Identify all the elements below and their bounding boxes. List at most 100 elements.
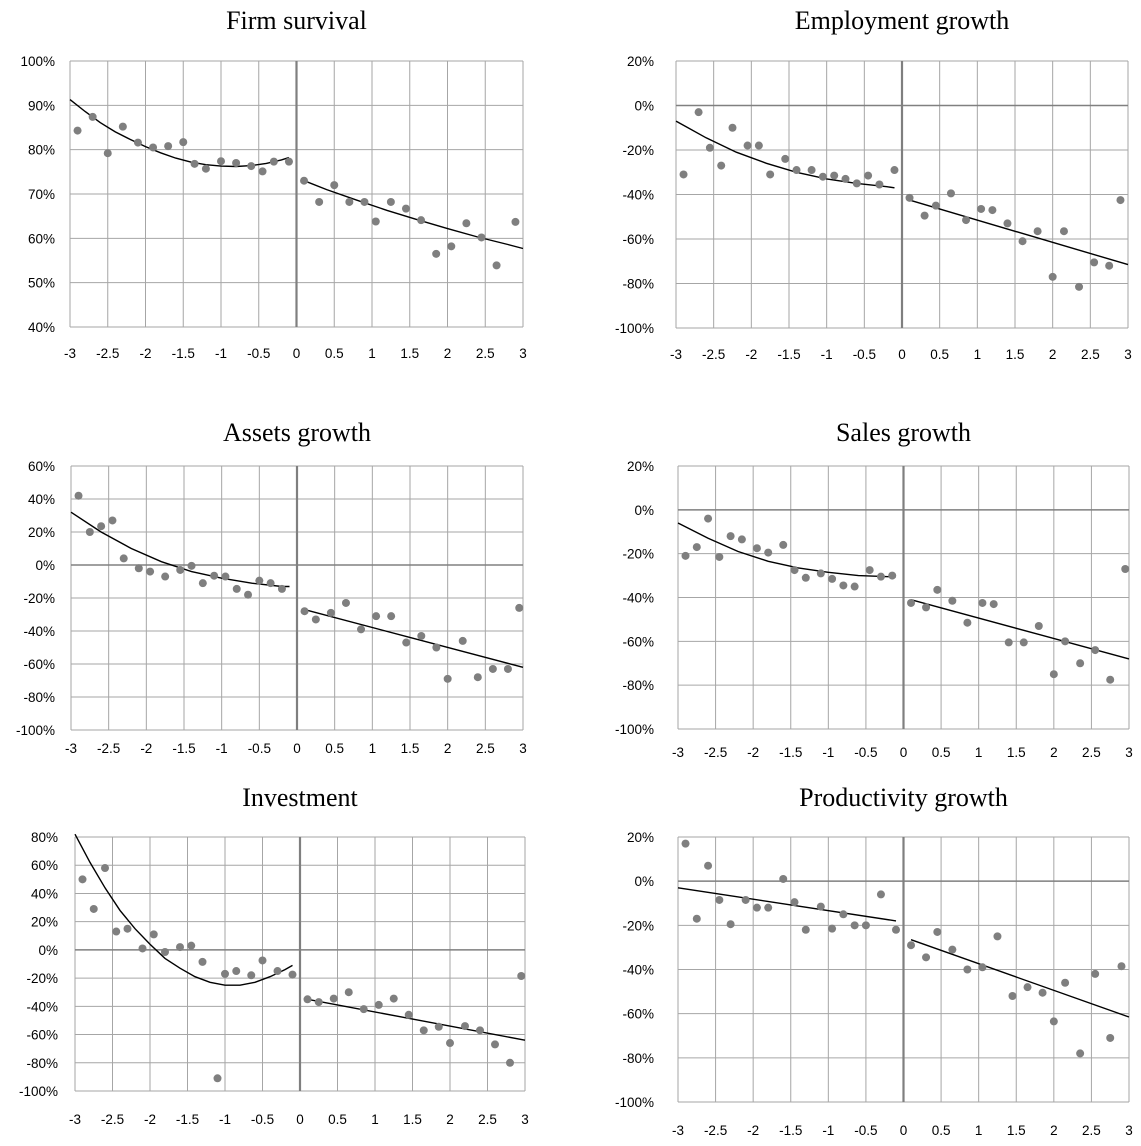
data-point bbox=[1034, 621, 1043, 630]
data-point bbox=[704, 514, 713, 523]
data-point bbox=[247, 971, 256, 980]
data-point bbox=[371, 217, 380, 226]
data-point bbox=[717, 161, 726, 170]
x-tick-label: 2 bbox=[444, 741, 452, 756]
x-tick-label: -1 bbox=[821, 347, 833, 362]
y-tick-label: -40% bbox=[622, 591, 654, 606]
data-point bbox=[146, 567, 155, 576]
x-tick-label: 2 bbox=[1049, 347, 1057, 362]
fit-line-left bbox=[677, 887, 897, 922]
data-point bbox=[201, 164, 210, 173]
data-point bbox=[1048, 272, 1057, 281]
y-tick-label: 80% bbox=[28, 143, 55, 158]
y-tick-label: -80% bbox=[622, 678, 654, 693]
x-tick-label: 1.5 bbox=[1007, 1123, 1026, 1138]
data-point bbox=[766, 170, 775, 179]
data-point bbox=[108, 516, 117, 525]
data-point bbox=[828, 924, 837, 933]
chart-panel-investment: Investment -100% -80% -60% -40% -20% 0% 20% 40% 6… bbox=[0, 778, 570, 1146]
data-point bbox=[149, 930, 158, 939]
data-point bbox=[1008, 992, 1017, 1000]
x-tick-label: -1.5 bbox=[172, 346, 195, 361]
fit-line-right bbox=[304, 608, 524, 668]
chart-panel-firm-survival: Firm survival 40% 50% 60% 70% 80% 90% 100% -3 -2.… bbox=[0, 0, 570, 380]
y-tick-label: 0% bbox=[38, 943, 58, 958]
data-point bbox=[1090, 258, 1099, 267]
data-point bbox=[764, 903, 773, 912]
data-point bbox=[434, 1022, 443, 1031]
y-tick-label: -100% bbox=[19, 1084, 58, 1099]
data-point bbox=[933, 585, 942, 594]
y-tick-label: -60% bbox=[622, 232, 654, 247]
y-tick-label: -20% bbox=[26, 971, 58, 986]
data-point bbox=[920, 211, 929, 220]
data-point bbox=[300, 607, 309, 616]
x-tick-label: -1.5 bbox=[779, 1123, 802, 1138]
data-point bbox=[432, 249, 441, 258]
data-point bbox=[807, 166, 816, 175]
y-tick-label: 20% bbox=[627, 830, 654, 845]
data-point bbox=[187, 561, 196, 570]
data-point bbox=[417, 216, 426, 225]
data-point bbox=[728, 123, 737, 132]
data-point bbox=[764, 548, 773, 557]
data-point bbox=[359, 1005, 368, 1014]
x-tick-label: 1 bbox=[368, 346, 376, 361]
data-point bbox=[876, 572, 885, 581]
data-point bbox=[269, 157, 278, 166]
fit-line-right bbox=[307, 998, 526, 1041]
data-point bbox=[149, 143, 158, 152]
y-tick-label: 20% bbox=[627, 459, 654, 474]
data-point bbox=[303, 995, 312, 1004]
y-tick-label: -60% bbox=[26, 1028, 58, 1043]
x-tick-label: 2.5 bbox=[478, 1112, 497, 1127]
data-point bbox=[404, 1010, 413, 1019]
data-point bbox=[681, 839, 690, 848]
data-point bbox=[989, 600, 998, 609]
x-tick-label: 0 bbox=[900, 745, 908, 760]
data-point bbox=[389, 994, 398, 1003]
x-tick-label: 1.5 bbox=[403, 1112, 422, 1127]
data-point bbox=[715, 552, 724, 561]
y-tick-label: 40% bbox=[28, 320, 55, 335]
data-point bbox=[386, 197, 395, 206]
x-tick-label: -2 bbox=[140, 741, 152, 756]
data-point bbox=[221, 969, 229, 978]
data-point bbox=[345, 197, 354, 206]
y-tick-label: 60% bbox=[31, 858, 58, 873]
x-tick-label: 2.5 bbox=[1082, 745, 1101, 760]
data-point bbox=[907, 941, 916, 950]
data-point bbox=[1091, 646, 1100, 655]
data-point bbox=[477, 233, 486, 242]
data-point bbox=[74, 491, 83, 500]
data-point bbox=[311, 615, 320, 624]
data-point bbox=[357, 625, 366, 634]
y-tick-label: -20% bbox=[622, 547, 654, 562]
data-point bbox=[255, 576, 264, 585]
data-point bbox=[476, 1026, 484, 1035]
x-tick-label: -0.5 bbox=[853, 347, 876, 362]
x-tick-label: 0 bbox=[898, 347, 906, 362]
data-point bbox=[705, 143, 714, 152]
x-tick-label: -1 bbox=[216, 741, 228, 756]
x-tick-label: -2 bbox=[747, 745, 759, 760]
x-tick-label: 0.5 bbox=[932, 745, 951, 760]
data-point bbox=[1076, 659, 1085, 668]
data-point bbox=[232, 158, 241, 167]
data-point bbox=[948, 945, 957, 954]
data-point bbox=[217, 157, 225, 166]
data-point bbox=[198, 579, 207, 588]
x-tick-label: 2 bbox=[1050, 1123, 1058, 1138]
y-tick-label: -60% bbox=[622, 634, 654, 649]
data-point bbox=[266, 579, 275, 588]
data-point bbox=[792, 166, 801, 175]
data-point bbox=[779, 540, 788, 549]
data-point bbox=[402, 638, 411, 647]
data-point bbox=[875, 180, 884, 189]
data-point bbox=[330, 181, 339, 190]
data-point bbox=[816, 902, 825, 911]
y-tick-label: 40% bbox=[31, 886, 58, 901]
data-point bbox=[790, 898, 799, 907]
data-point bbox=[315, 197, 324, 206]
y-tick-label: -40% bbox=[622, 963, 654, 978]
